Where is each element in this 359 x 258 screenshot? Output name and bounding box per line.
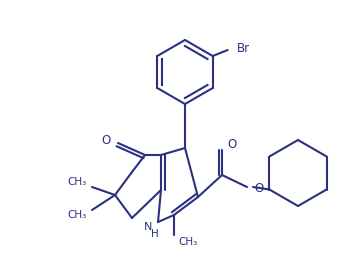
Text: Br: Br [237, 42, 250, 54]
Text: CH₃: CH₃ [178, 237, 197, 247]
Text: N: N [144, 222, 152, 232]
Text: CH₃: CH₃ [68, 210, 87, 220]
Text: O: O [102, 134, 111, 148]
Text: H: H [151, 229, 159, 239]
Text: CH₃: CH₃ [68, 177, 87, 187]
Text: O: O [254, 182, 263, 196]
Text: O: O [227, 139, 236, 151]
